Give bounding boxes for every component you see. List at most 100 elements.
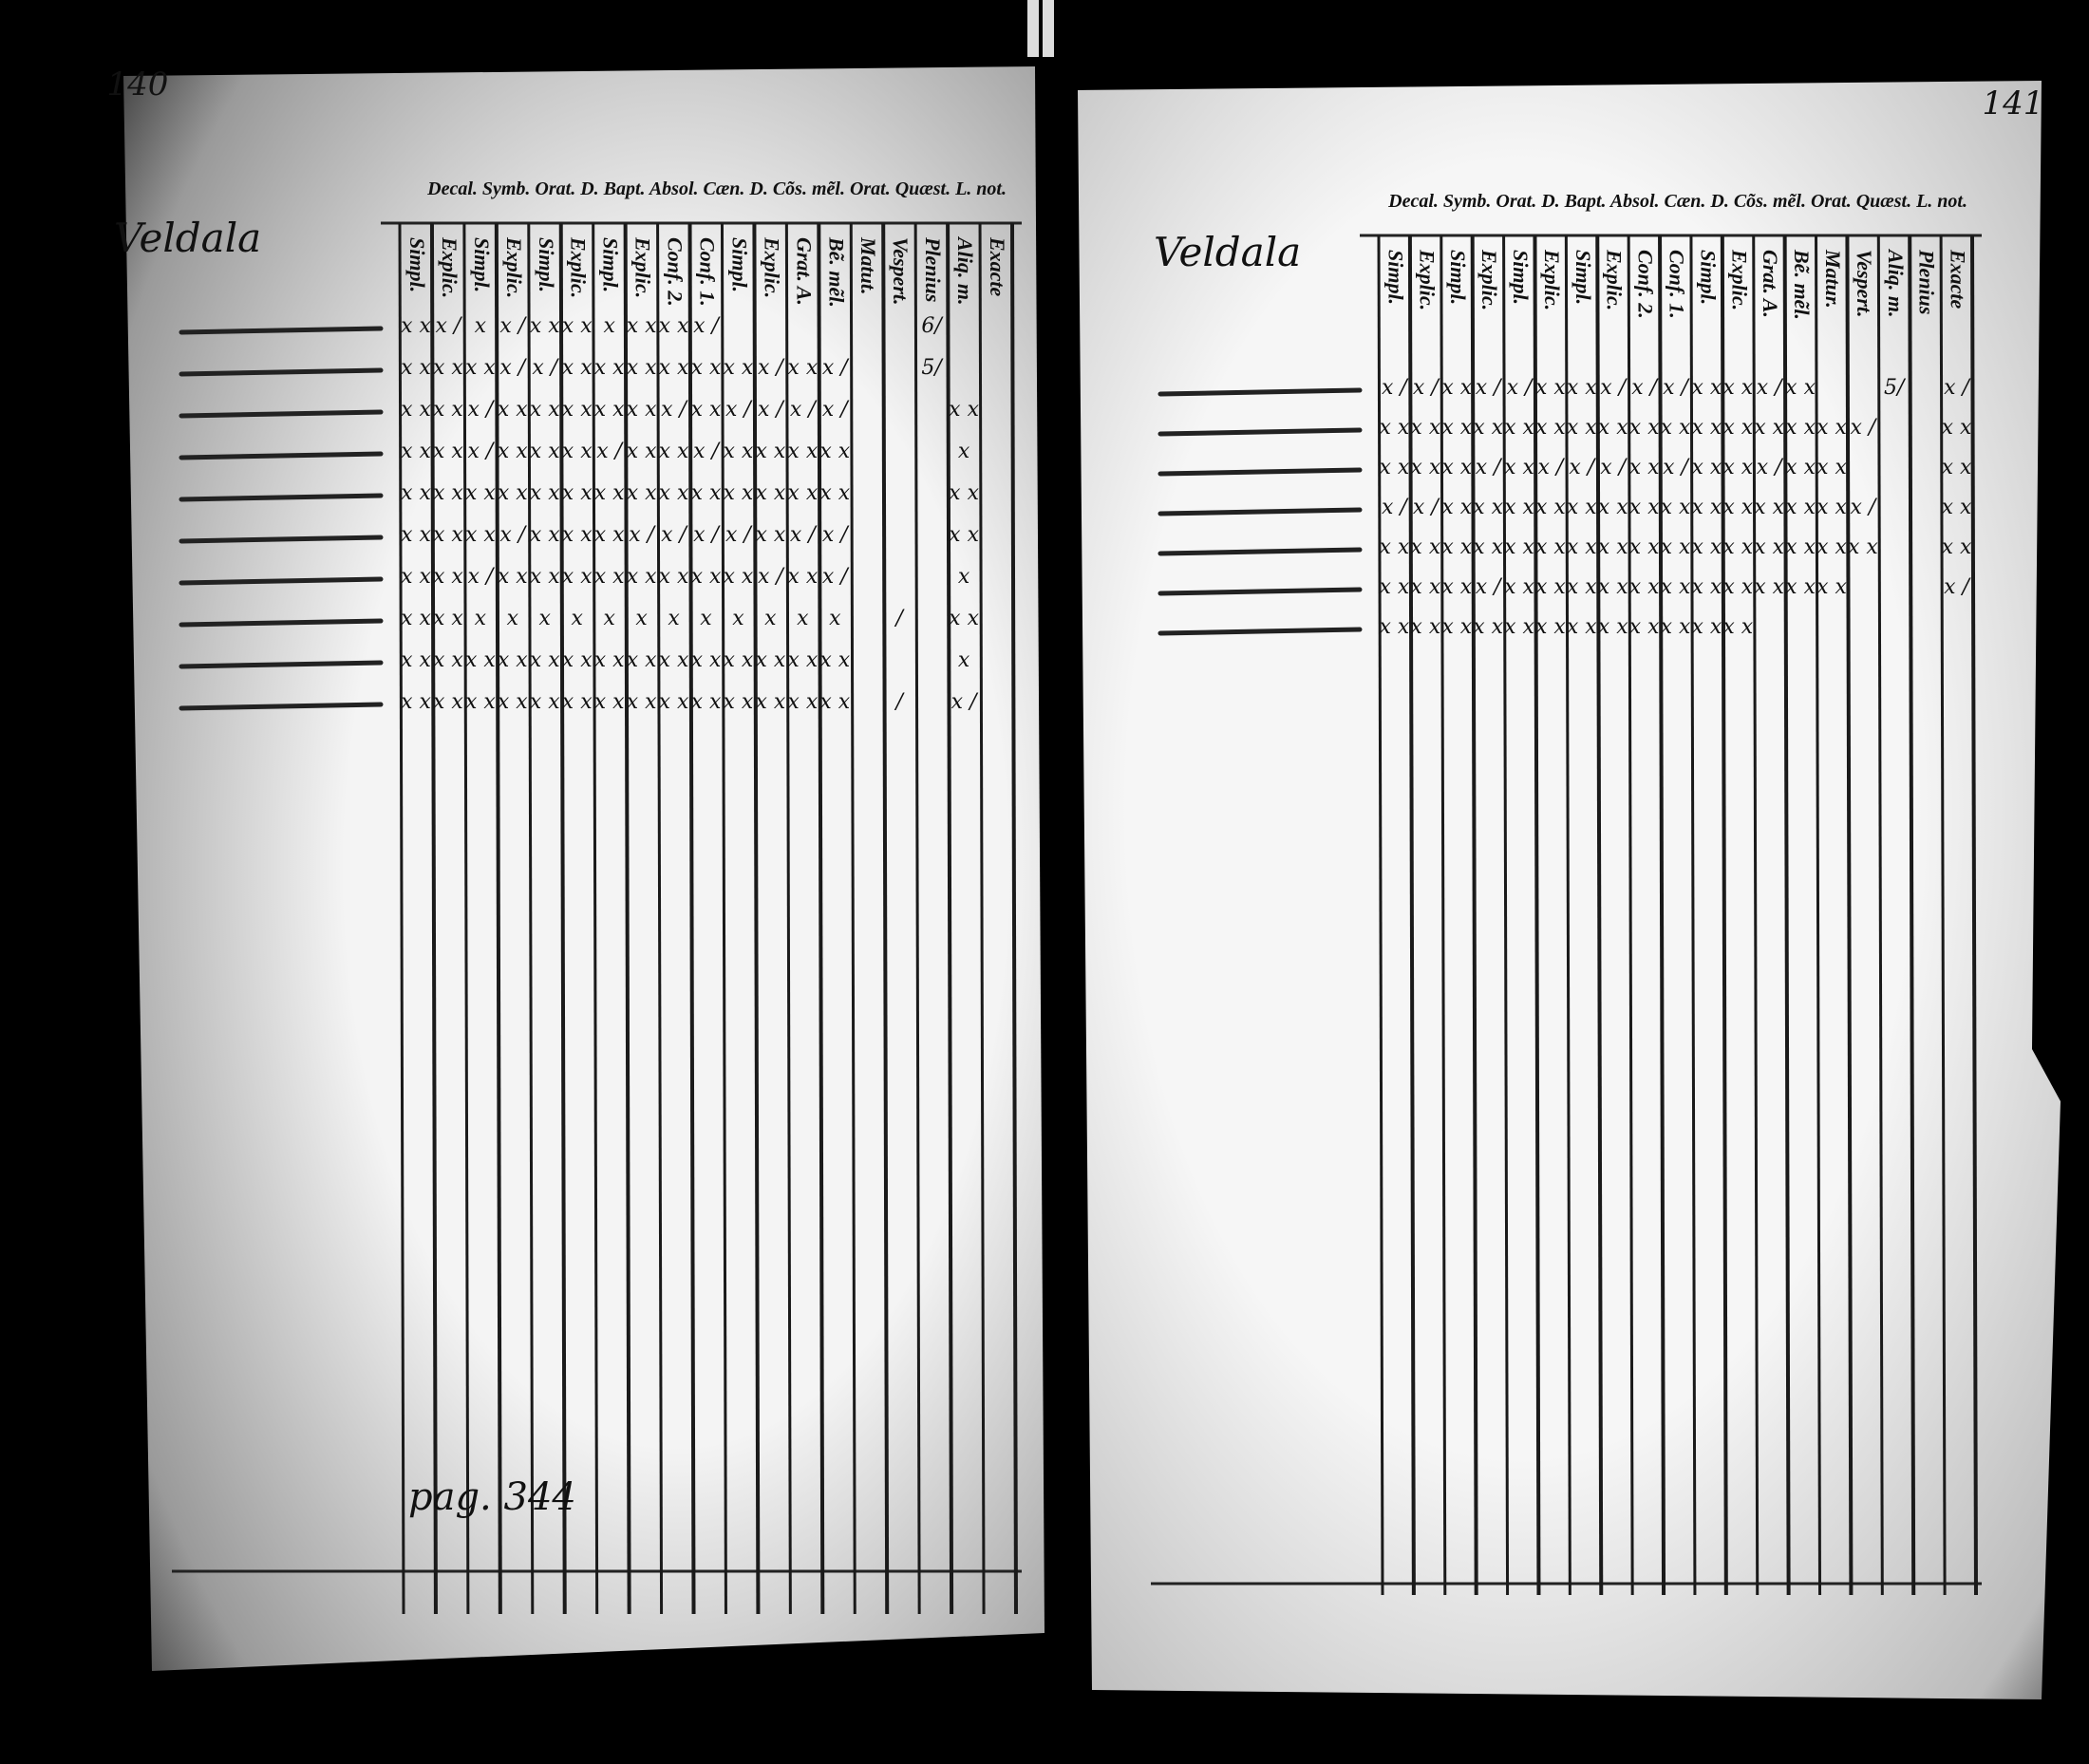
entry: x x xyxy=(1504,535,1534,559)
column-rule xyxy=(913,222,921,1615)
entry: x x xyxy=(1567,496,1597,519)
header-line: Decal. Symb. Orat. D. Bapt. Absol. Cæn. … xyxy=(1387,191,1967,212)
entry: x x xyxy=(659,565,689,589)
entry: x / xyxy=(1413,376,1440,400)
entry: x x xyxy=(627,356,657,380)
column-header: Exacte xyxy=(1947,249,1970,310)
entry: x x xyxy=(1441,376,1472,400)
column-header: Simpl. xyxy=(1571,250,1595,305)
entry: x / xyxy=(822,356,850,380)
name-stroke xyxy=(179,618,384,628)
entry: x x xyxy=(433,565,463,589)
entry: x x xyxy=(530,565,560,589)
entry: x x xyxy=(1816,535,1847,559)
column-header: Explic. xyxy=(438,236,461,298)
entry: x x xyxy=(1504,496,1534,519)
entry: x x xyxy=(1942,496,1972,519)
entry: x x xyxy=(562,398,593,422)
entry: x / xyxy=(758,398,785,422)
column-header: Simpl. xyxy=(1696,250,1720,305)
entry: x x xyxy=(949,398,979,422)
entry: x / xyxy=(693,314,721,338)
column-rule xyxy=(1689,235,1697,1596)
name-stroke xyxy=(179,576,384,586)
entry: x x xyxy=(1410,615,1440,639)
column-header: Conf. 1. xyxy=(696,237,720,307)
entry: x x xyxy=(401,356,431,380)
entry: x x xyxy=(1504,575,1534,599)
entry: x / xyxy=(1538,456,1566,479)
column-rule xyxy=(1533,235,1541,1596)
column-rule xyxy=(656,222,664,1615)
entry: x xyxy=(829,607,841,630)
entry: x / xyxy=(1569,456,1596,479)
entry: x x xyxy=(562,565,593,589)
entry: x x xyxy=(465,690,496,714)
entry: x x xyxy=(755,440,785,463)
entry: x x xyxy=(1661,496,1691,519)
entry: x / xyxy=(725,523,753,547)
entry: x x xyxy=(1410,416,1440,440)
entry: x x xyxy=(530,690,560,714)
entry: x x xyxy=(1441,456,1472,479)
entry: x x xyxy=(1410,456,1440,479)
entry: x x xyxy=(1785,416,1816,440)
entry: x x xyxy=(1380,416,1410,440)
column-rule xyxy=(1939,235,1947,1596)
entry: x / xyxy=(1382,376,1409,400)
entry: x / xyxy=(758,565,785,589)
entry: x / xyxy=(1757,376,1784,400)
entry: x xyxy=(475,314,487,338)
column-header: Simpl. xyxy=(727,237,751,292)
entry: x x xyxy=(755,690,785,714)
entry: x x xyxy=(594,565,625,589)
entry: x x xyxy=(530,648,560,672)
entry: x x xyxy=(755,523,785,547)
header-line: Decal. Symb. Orat. D. Bapt. Absol. Cæn. … xyxy=(426,178,1007,199)
entry: x x xyxy=(594,398,625,422)
entry: x x xyxy=(1691,575,1722,599)
column-rule xyxy=(1627,235,1634,1596)
entry: x / xyxy=(1507,376,1534,400)
entry: x x xyxy=(1942,535,1972,559)
entry: x x xyxy=(562,523,593,547)
entry: x / xyxy=(1413,496,1440,519)
entry: x x xyxy=(1942,456,1972,479)
entry: x x xyxy=(401,607,431,630)
entry: x / xyxy=(790,398,818,422)
entry: x x xyxy=(691,356,722,380)
entry: x x xyxy=(1567,535,1597,559)
column-rule xyxy=(1970,235,1978,1596)
name-stroke xyxy=(179,493,384,502)
entry: x x xyxy=(594,648,625,672)
entry: x x xyxy=(594,690,625,714)
entry: x x xyxy=(498,481,528,505)
entry: x / xyxy=(629,523,656,547)
entry: x / xyxy=(1944,376,1971,400)
entry: x x xyxy=(1629,615,1660,639)
entry: x x xyxy=(1816,456,1847,479)
entry: x x xyxy=(1441,416,1472,440)
entry: x x xyxy=(1535,575,1566,599)
column-rule xyxy=(1407,235,1416,1596)
entry: x x xyxy=(1722,376,1753,400)
column-header: Grat. A. xyxy=(1759,250,1782,318)
entry: x xyxy=(539,607,552,630)
column-header: Matur. xyxy=(1821,249,1845,309)
entry: x x xyxy=(562,648,593,672)
column-rule xyxy=(1470,235,1478,1596)
entry: x x xyxy=(659,356,689,380)
entry: x x xyxy=(1598,416,1628,440)
entry: x / xyxy=(499,314,527,338)
column-rule xyxy=(1845,235,1854,1596)
entry: x x xyxy=(1598,575,1628,599)
entry: x x xyxy=(401,690,431,714)
entry: x x xyxy=(1722,456,1753,479)
entry: x x xyxy=(1535,535,1566,559)
column-header: Simpl. xyxy=(599,237,623,292)
column-header: Simpl. xyxy=(1383,250,1407,305)
entry: x / xyxy=(467,565,495,589)
entry: x x xyxy=(724,440,754,463)
